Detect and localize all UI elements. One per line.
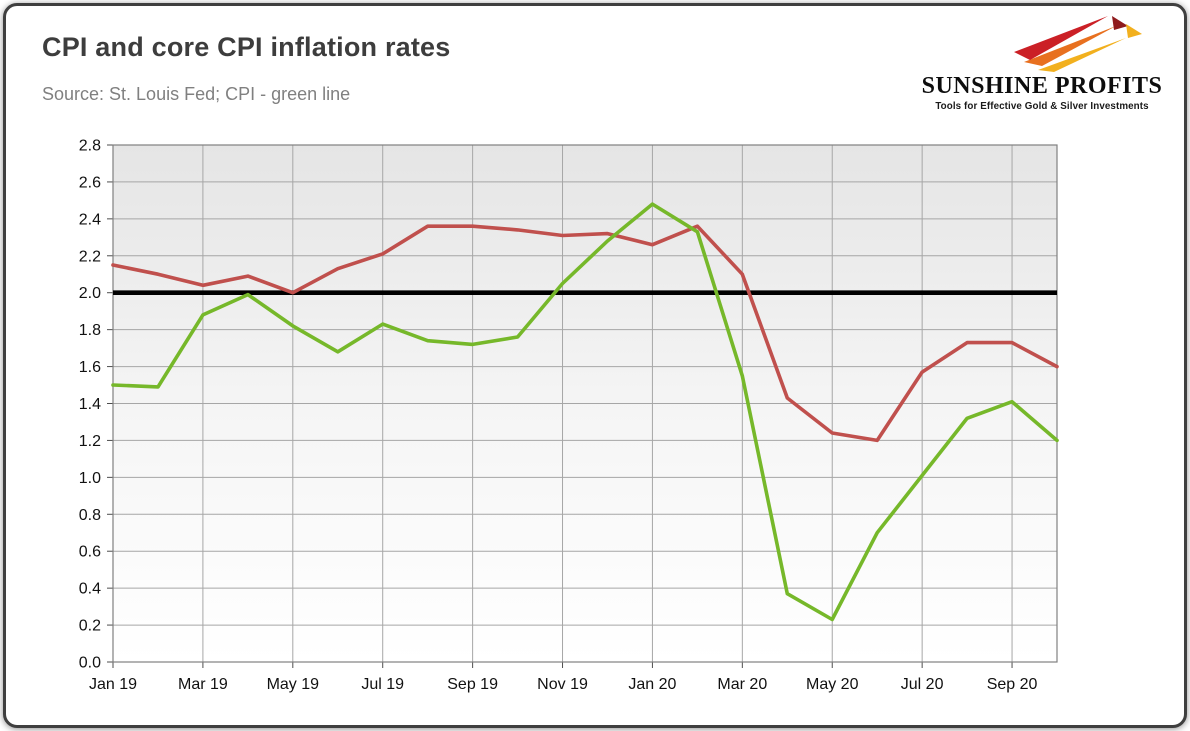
svg-text:0.8: 0.8 bbox=[79, 507, 101, 524]
svg-text:May 20: May 20 bbox=[806, 676, 859, 693]
svg-text:0.2: 0.2 bbox=[79, 618, 101, 635]
svg-text:0.6: 0.6 bbox=[79, 544, 101, 561]
sunshine-profits-logo: SUNSHINE PROFITS Tools for Effective Gol… bbox=[914, 14, 1170, 112]
page-title: CPI and core CPI inflation rates bbox=[42, 32, 451, 62]
svg-text:Jan 19: Jan 19 bbox=[89, 676, 137, 693]
cpi-chart: 0.0 0.2 0.4 0.6 0.8 1.0 1.2 1.4 1.6 1.8 2.0 2.2 2.4 2… bbox=[16, 136, 1116, 716]
svg-text:Jul 20: Jul 20 bbox=[901, 676, 944, 693]
svg-text:Sep 19: Sep 19 bbox=[447, 676, 498, 693]
chart-card-frame: CPI and core CPI inflation rates Source:… bbox=[3, 3, 1187, 728]
svg-text:1.2: 1.2 bbox=[79, 433, 101, 450]
svg-text:2.6: 2.6 bbox=[79, 174, 101, 191]
svg-text:1.4: 1.4 bbox=[79, 396, 101, 413]
cpi-chart-svg: 0.0 0.2 0.4 0.6 0.8 1.0 1.2 1.4 1.6 1.8 2.0 2.2 2.4 2… bbox=[79, 138, 1059, 693]
svg-text:2.0: 2.0 bbox=[79, 285, 101, 302]
svg-text:May 19: May 19 bbox=[267, 676, 320, 693]
source-note: Source: St. Louis Fed; CPI - green line bbox=[42, 84, 351, 104]
svg-text:Mar 20: Mar 20 bbox=[717, 676, 767, 693]
svg-text:0.4: 0.4 bbox=[79, 581, 101, 598]
svg-text:1.0: 1.0 bbox=[79, 470, 101, 487]
logo-tagline: Tools for Effective Gold & Silver Invest… bbox=[935, 101, 1149, 113]
svg-text:Jul 19: Jul 19 bbox=[361, 676, 404, 693]
sunshine-arrows-icon bbox=[1014, 16, 1142, 72]
svg-text:0.0: 0.0 bbox=[79, 655, 101, 672]
svg-text:1.8: 1.8 bbox=[79, 322, 101, 339]
svg-text:2.4: 2.4 bbox=[79, 211, 101, 228]
logo-brand-text: SUNSHINE PROFITS bbox=[921, 73, 1163, 99]
svg-text:2.8: 2.8 bbox=[79, 138, 101, 155]
svg-text:Jan 20: Jan 20 bbox=[628, 676, 676, 693]
svg-text:Sep 20: Sep 20 bbox=[987, 676, 1038, 693]
svg-text:2.2: 2.2 bbox=[79, 248, 101, 265]
svg-text:1.6: 1.6 bbox=[79, 359, 101, 376]
svg-text:Mar 19: Mar 19 bbox=[178, 676, 228, 693]
svg-text:Nov 19: Nov 19 bbox=[537, 676, 588, 693]
